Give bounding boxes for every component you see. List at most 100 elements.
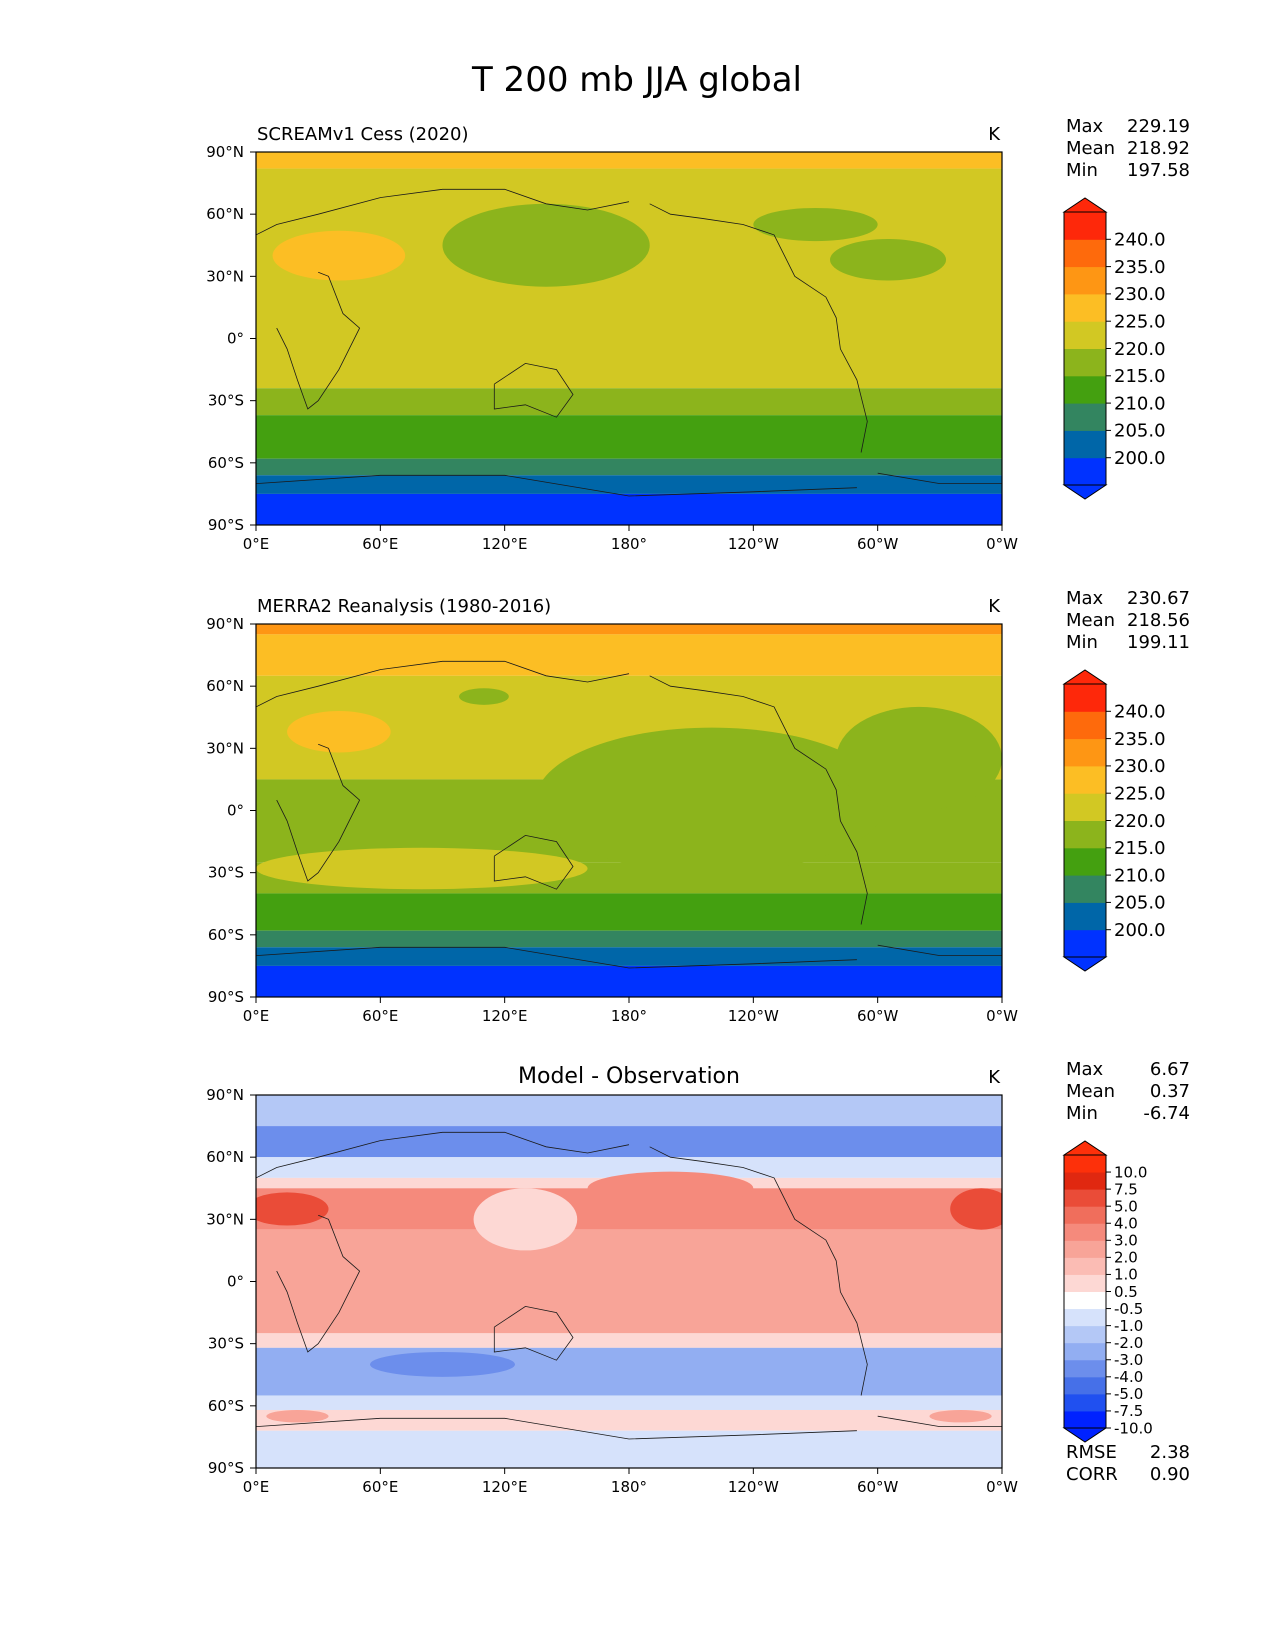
coastline — [256, 1417, 857, 1440]
units-label: K — [988, 596, 1001, 617]
colorbar-tick-label: 2.0 — [1114, 1249, 1138, 1267]
colorbar-segment — [1064, 239, 1106, 268]
field-feature — [753, 207, 878, 242]
colorbar-tick-label: -7.5 — [1114, 1402, 1143, 1420]
x-tick-label: 120°W — [728, 535, 779, 553]
colorbar-extend-min — [1062, 956, 1108, 972]
colorbar-tick-label: 215.0 — [1114, 366, 1166, 387]
panels: 0°E 60°E 120°E 180° 120°W 60°W 0°W 90°N 60°N 30°N… — [206, 116, 1190, 1496]
colorbar-tick-label: 225.0 — [1114, 312, 1166, 333]
coastline — [256, 660, 630, 708]
field-feature — [950, 1188, 1002, 1230]
map-field — [256, 624, 1002, 997]
map-panel: 0°E 60°E 120°E 180° 120°W 60°W 0°W 90°N 60°N 30°N… — [206, 116, 1190, 553]
panel-title: MERRA2 Reanalysis (1980-2016) — [257, 596, 551, 617]
coastline — [276, 271, 361, 410]
stat-label: Max — [1066, 588, 1104, 609]
y-tick-label: 90°S — [208, 1459, 244, 1477]
colorbar-tick-label: -4.0 — [1114, 1368, 1143, 1386]
field-feature — [587, 1171, 754, 1205]
colorbar-segment — [1064, 1155, 1106, 1173]
y-tick-label: 90°S — [208, 516, 244, 534]
colorbar: 240.0 235.0 230.0 225.0 220.0 215.0 210.0 205.0… — [1062, 669, 1166, 972]
colorbar-segment — [1064, 1240, 1106, 1258]
stat-value: 199.11 — [1127, 632, 1190, 653]
field-feature — [929, 1409, 992, 1423]
colorbar-tick-label: 230.0 — [1114, 284, 1166, 305]
y-tick-label: 30°N — [206, 739, 244, 757]
map-panel: 0°E 60°E 120°E 180° 120°W 60°W 0°W 90°N 60°N 30°N… — [206, 588, 1190, 1025]
colorbar-extend-max — [1062, 197, 1108, 213]
zonal-band — [256, 388, 1002, 416]
colorbar-extend-max — [1062, 669, 1108, 685]
x-tick-label: 180° — [611, 1478, 647, 1496]
colorbar-segment — [1064, 847, 1106, 876]
x-tick-label: 0°W — [986, 535, 1018, 553]
colorbar-tick-label: 0.5 — [1114, 1283, 1138, 1301]
zonal-band — [256, 930, 1002, 948]
units-label: K — [988, 1067, 1001, 1088]
zonal-band — [256, 1095, 1002, 1127]
coastline — [276, 743, 361, 882]
zonal-band — [256, 634, 1002, 676]
y-tick-label: 90°N — [206, 143, 244, 161]
colorbar-segment — [1064, 212, 1106, 240]
colorbar-segment — [1064, 266, 1106, 295]
figure-title: T 200 mb JJA global — [471, 60, 802, 100]
colorbar-segment — [1064, 902, 1106, 931]
y-tick-label: 30°N — [206, 1210, 244, 1228]
y-tick-label: 60°N — [206, 205, 244, 223]
stat-value: 6.67 — [1150, 1059, 1190, 1080]
zonal-band — [256, 1430, 1002, 1468]
stat-value: 0.37 — [1150, 1081, 1190, 1102]
zonal-band — [256, 458, 1002, 476]
zonal-band — [256, 965, 1002, 997]
x-tick-label: 0°E — [243, 1478, 270, 1496]
metric-label: CORR — [1066, 1464, 1118, 1485]
metric-label: RMSE — [1066, 1442, 1117, 1463]
colorbar-segment — [1064, 793, 1106, 821]
x-tick-label: 60°E — [362, 1007, 398, 1025]
colorbar-tick-label: -2.0 — [1114, 1334, 1143, 1352]
stat-value: 218.92 — [1127, 138, 1190, 159]
colorbar-tick-label: 235.0 — [1114, 257, 1166, 278]
colorbar-segment — [1064, 375, 1106, 404]
colorbar-tick-label: 205.0 — [1114, 893, 1166, 914]
colorbar-tick-label: 220.0 — [1114, 339, 1166, 360]
x-tick-label: 0°E — [243, 535, 270, 553]
colorbar-tick-label: -10.0 — [1114, 1419, 1153, 1437]
colorbar-segment — [1064, 1172, 1106, 1190]
y-tick-label: 90°S — [208, 988, 244, 1006]
zonal-band — [256, 493, 1002, 525]
stat-label: Min — [1066, 160, 1098, 181]
y-tick-label: 0° — [227, 802, 244, 820]
colorbar-tick-label: -1.0 — [1114, 1317, 1143, 1335]
metric-value: 2.38 — [1150, 1442, 1190, 1463]
colorbar-tick-label: 210.0 — [1114, 865, 1166, 886]
colorbar-tick-label: 240.0 — [1114, 230, 1166, 251]
y-tick-label: 60°N — [206, 1148, 244, 1166]
field-feature — [256, 847, 588, 890]
zonal-band — [256, 1409, 1002, 1431]
colorbar: 240.0 235.0 230.0 225.0 220.0 215.0 210.0 205.0… — [1062, 197, 1166, 500]
colorbar-segment — [1064, 1223, 1106, 1241]
x-tick-label: 60°W — [857, 1007, 899, 1025]
coastline — [877, 472, 1002, 484]
colorbar-tick-label: 10.0 — [1114, 1163, 1147, 1181]
field-feature — [266, 1409, 329, 1423]
colorbar-segment — [1064, 1257, 1106, 1275]
colorbar-segment — [1064, 765, 1106, 794]
colorbar-segment — [1064, 1342, 1106, 1361]
zonal-band — [256, 152, 1002, 169]
metric-value: 0.90 — [1150, 1464, 1190, 1485]
y-tick-label: 60°S — [208, 454, 244, 472]
colorbar-tick-label: -3.0 — [1114, 1351, 1143, 1369]
colorbar-tick-label: 200.0 — [1114, 920, 1166, 941]
colorbar-tick-label: 3.0 — [1114, 1232, 1138, 1250]
colorbar-tick-label: 225.0 — [1114, 784, 1166, 805]
colorbar-tick-label: 5.0 — [1114, 1197, 1138, 1215]
colorbar-tick-label: 240.0 — [1114, 702, 1166, 723]
colorbar-tick-label: 220.0 — [1114, 811, 1166, 832]
colorbar-segment — [1064, 403, 1106, 431]
coastline — [877, 944, 1002, 956]
